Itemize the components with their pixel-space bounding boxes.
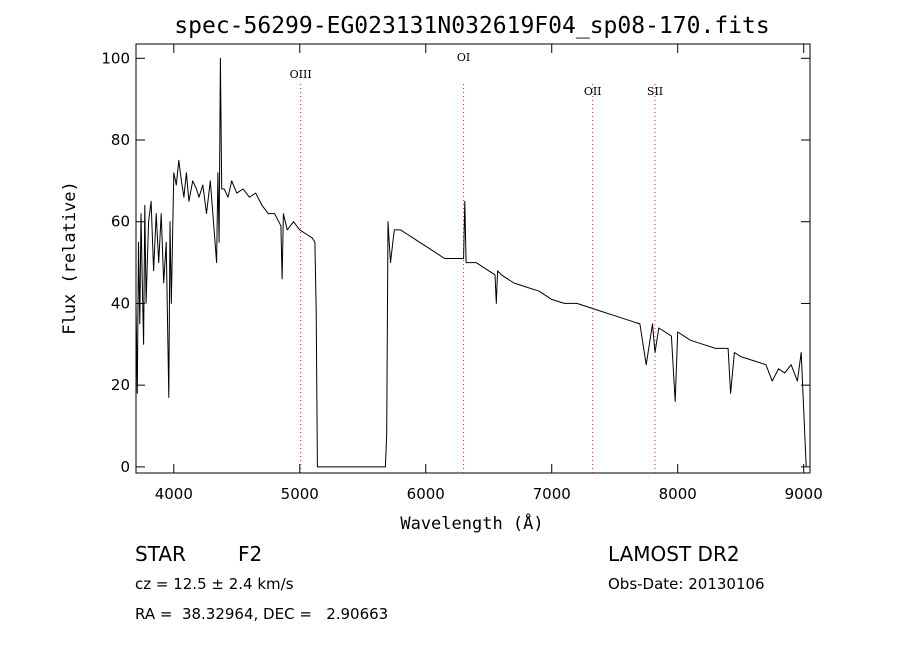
coordinates: RA = 38.32964, DEC = 2.90663 xyxy=(135,605,389,623)
y-tick-label: 20 xyxy=(111,376,130,394)
annotation-label: OI xyxy=(457,51,470,64)
spectrum-series-line xyxy=(135,57,807,468)
object-class: STAR xyxy=(135,542,186,566)
line-annotations: OIII OI OII SII xyxy=(290,51,663,473)
y-tick-label: 40 xyxy=(111,294,130,312)
redshift-info: cz = 12.5 ± 2.4 km/s xyxy=(135,575,294,593)
observation-date: Obs-Date: 20130106 xyxy=(608,575,765,593)
y-tick-label: 0 xyxy=(120,458,130,476)
x-tick-label: 6000 xyxy=(407,485,445,503)
x-tick-label: 7000 xyxy=(533,485,571,503)
annotation-label: OII xyxy=(584,85,602,98)
y-axis-ticks: 0 20 40 60 80 100 xyxy=(101,49,810,476)
object-subclass: F2 xyxy=(238,542,263,566)
x-tick-label: 4000 xyxy=(155,485,193,503)
y-axis-label: Flux (relative) xyxy=(60,181,80,335)
plot-frame xyxy=(135,43,811,474)
y-tick-label: 100 xyxy=(101,49,130,67)
x-tick-label: 5000 xyxy=(281,485,319,503)
y-tick-label: 60 xyxy=(111,213,130,231)
survey-label: LAMOST DR2 xyxy=(608,542,740,566)
x-axis-ticks: 4000 5000 6000 7000 8000 9000 xyxy=(155,44,823,503)
chart-title: spec-56299-EG023131N032619F04_sp08-170.f… xyxy=(174,13,769,39)
x-tick-label: 8000 xyxy=(659,485,697,503)
y-tick-label: 80 xyxy=(111,131,130,149)
annotation-label: OIII xyxy=(290,68,312,81)
x-axis-label: Wavelength (Å) xyxy=(400,512,543,534)
annotation-label: SII xyxy=(647,85,663,98)
x-tick-label: 9000 xyxy=(785,485,823,503)
